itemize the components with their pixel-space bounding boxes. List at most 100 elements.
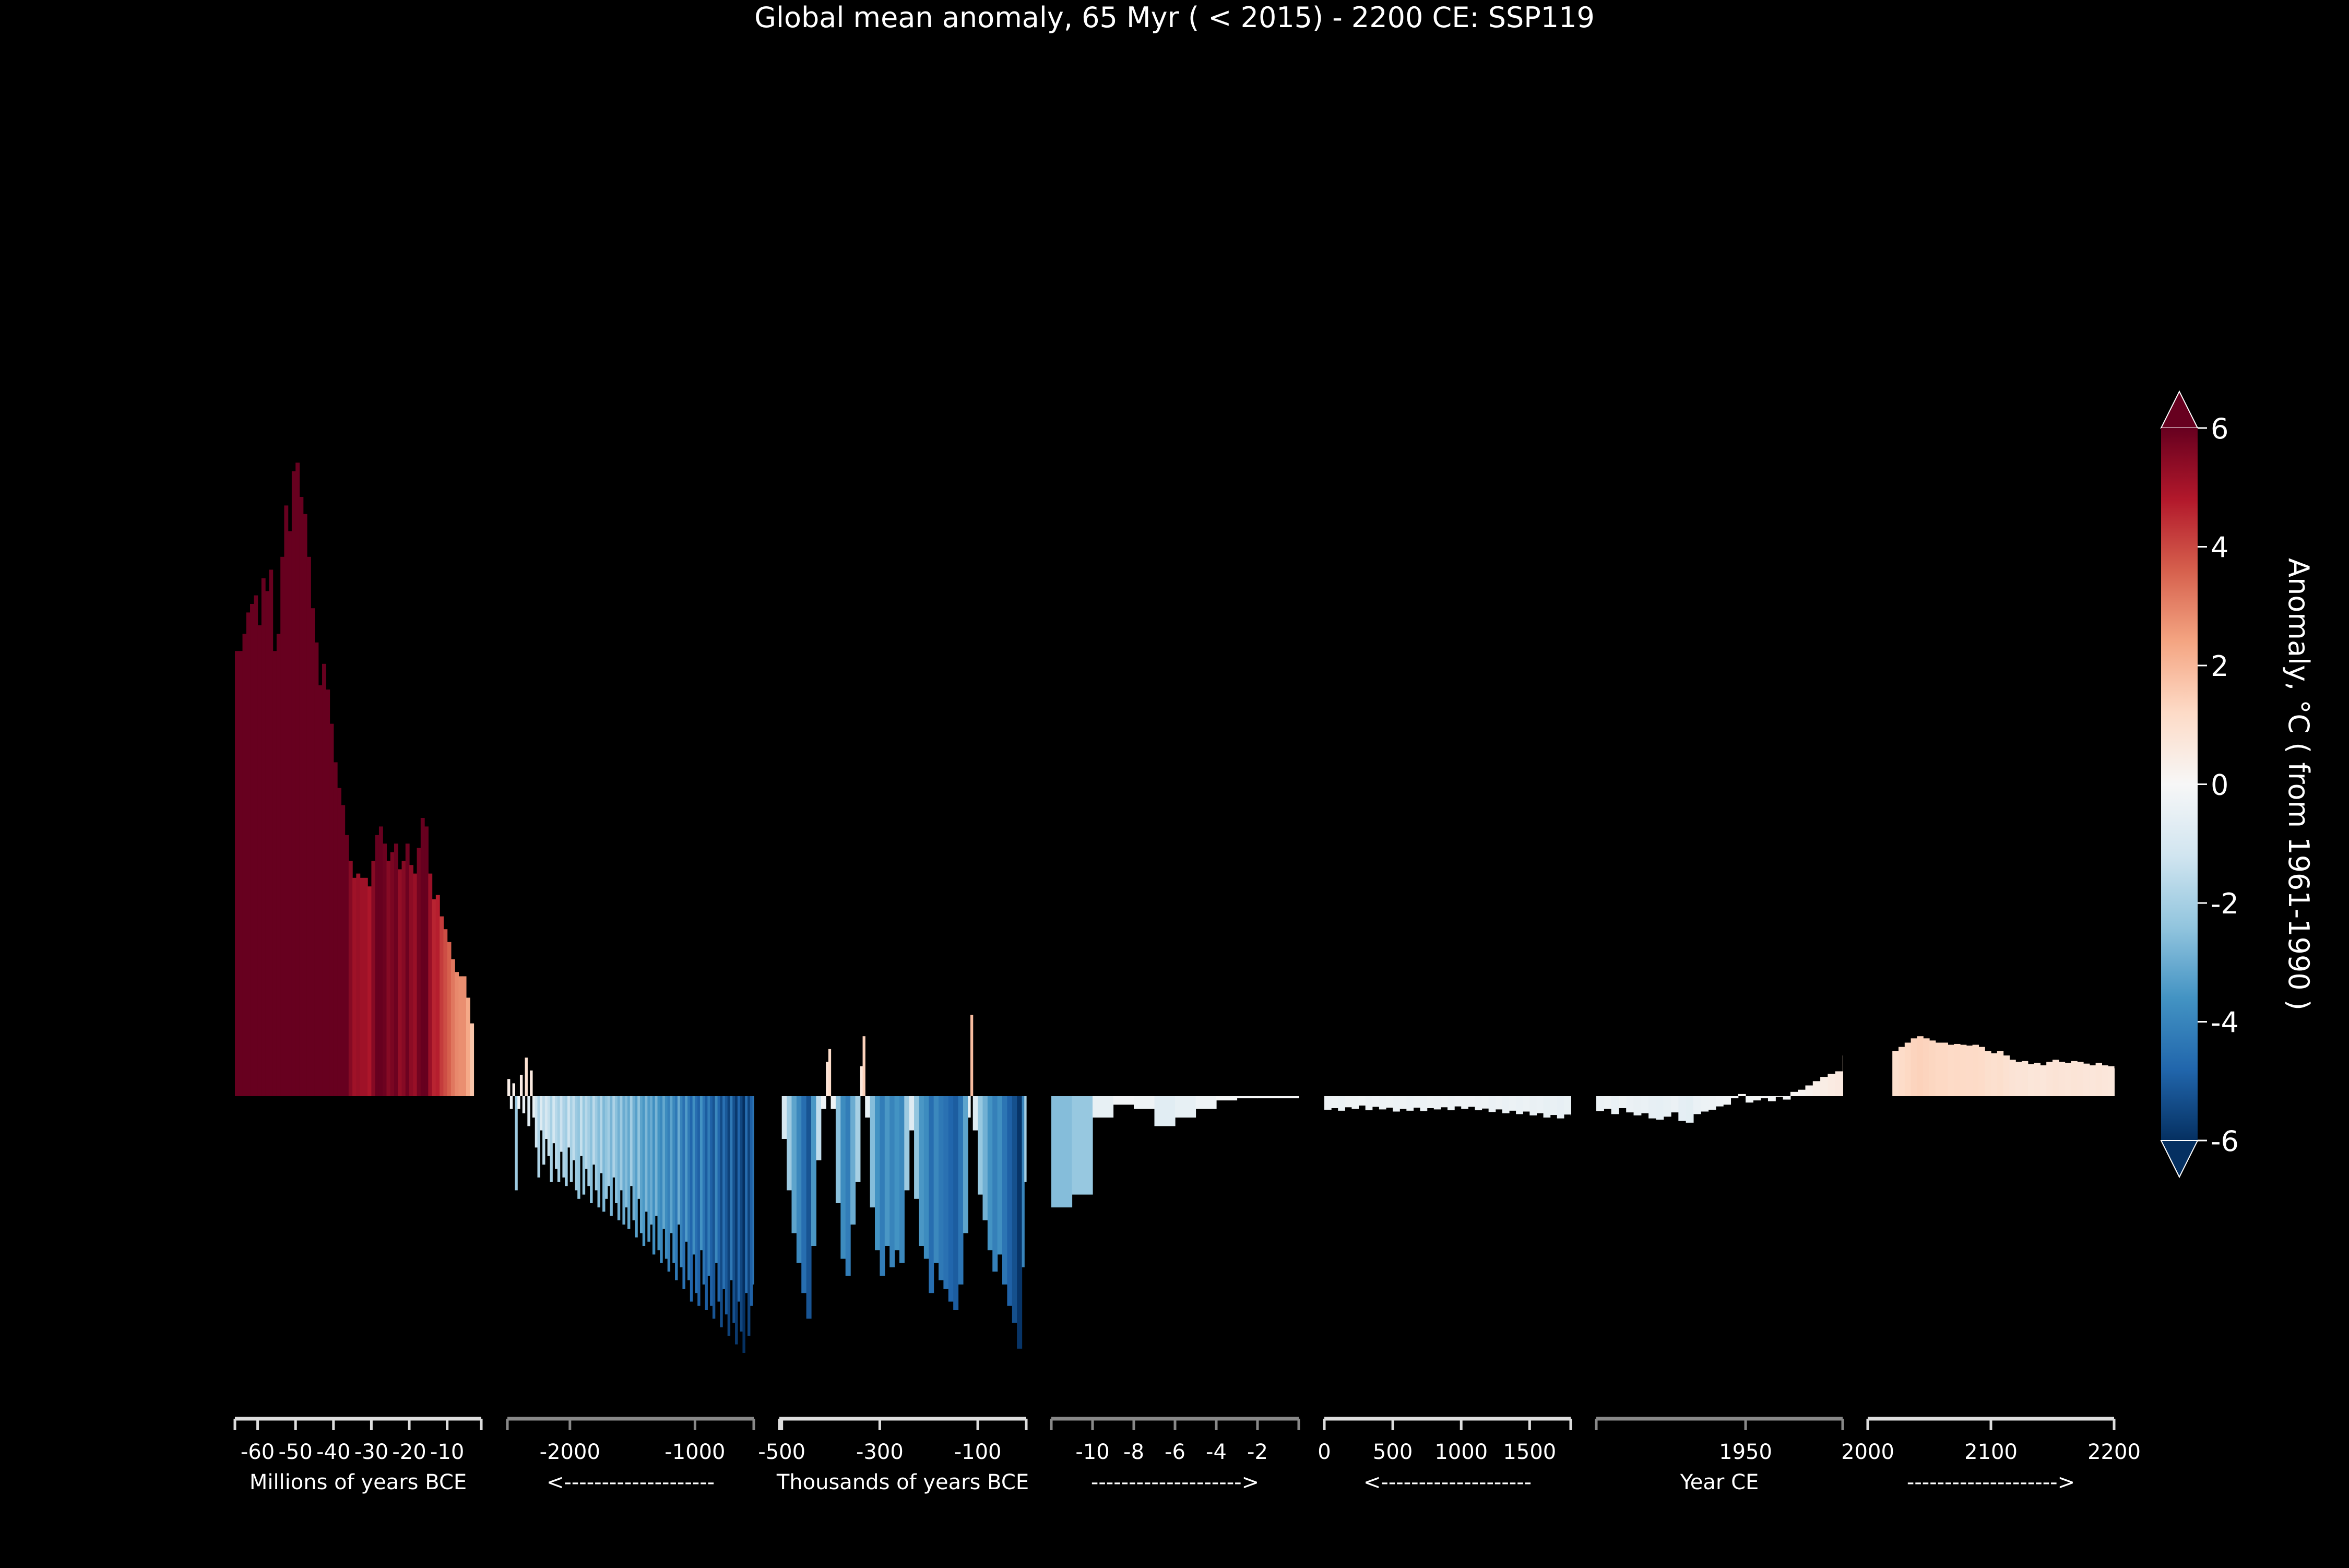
bar bbox=[575, 1096, 578, 1191]
bar bbox=[1917, 1036, 1924, 1096]
bar bbox=[507, 1079, 511, 1096]
bar bbox=[2095, 1063, 2102, 1096]
bar bbox=[1828, 1074, 1836, 1096]
bar bbox=[547, 1096, 551, 1156]
bar bbox=[725, 1096, 728, 1315]
bar bbox=[875, 1096, 880, 1251]
bar bbox=[409, 865, 413, 1096]
bar bbox=[604, 1096, 608, 1199]
bar bbox=[1475, 1096, 1482, 1111]
bar bbox=[710, 1096, 713, 1306]
colorbar-tick-label: 2 bbox=[2211, 650, 2228, 683]
bar bbox=[1775, 1096, 1784, 1097]
x-tick-label: -2000 bbox=[540, 1440, 600, 1464]
panel-4: -10 -8 -6 -4 -2 --------------------> bbox=[1050, 1096, 1300, 1494]
bar bbox=[565, 1096, 568, 1186]
bar bbox=[1633, 1096, 1642, 1115]
bar bbox=[695, 1096, 698, 1293]
bar bbox=[690, 1096, 693, 1302]
bar bbox=[1278, 1096, 1299, 1099]
x-tick-label: -20 bbox=[392, 1440, 426, 1464]
bar bbox=[914, 1096, 920, 1199]
panel-7: 2000 2100 2200 --------------------> bbox=[1841, 1036, 2141, 1494]
bar bbox=[390, 852, 395, 1096]
x-tick-label: -1000 bbox=[665, 1440, 725, 1464]
bar bbox=[527, 1096, 530, 1126]
bar bbox=[535, 1096, 538, 1148]
bar bbox=[667, 1096, 671, 1272]
bar bbox=[899, 1096, 905, 1263]
bar bbox=[1454, 1096, 1462, 1107]
colorbar-tick-label: 4 bbox=[2211, 531, 2228, 564]
bar bbox=[288, 531, 292, 1096]
bar bbox=[720, 1096, 723, 1327]
bar bbox=[1372, 1096, 1380, 1107]
bar bbox=[1626, 1096, 1634, 1113]
bar bbox=[752, 1096, 754, 1285]
bar bbox=[2102, 1065, 2108, 1096]
bar bbox=[705, 1096, 708, 1310]
bar bbox=[637, 1096, 640, 1199]
bar bbox=[791, 1096, 797, 1233]
bar bbox=[1929, 1040, 1936, 1096]
bar bbox=[1678, 1096, 1687, 1121]
bar bbox=[371, 861, 376, 1096]
bar bbox=[2071, 1061, 2078, 1096]
bar bbox=[1805, 1085, 1813, 1096]
panel-label: <-------------------- bbox=[547, 1470, 715, 1494]
bar bbox=[329, 723, 334, 1096]
bar bbox=[450, 959, 455, 1096]
bar bbox=[826, 1062, 829, 1096]
bar bbox=[341, 805, 346, 1096]
bar bbox=[509, 1096, 513, 1109]
x-tick-label: -6 bbox=[1165, 1440, 1185, 1464]
bar bbox=[1195, 1096, 1217, 1109]
bar bbox=[953, 1096, 959, 1310]
bar bbox=[617, 1096, 621, 1220]
bar bbox=[1529, 1096, 1537, 1115]
colorbar-label: Anomaly, °C ( from 1961-1990 ) bbox=[2282, 558, 2315, 1011]
bar bbox=[828, 1049, 832, 1096]
bar bbox=[1985, 1051, 1991, 1096]
bar bbox=[1723, 1096, 1731, 1105]
bar bbox=[348, 861, 353, 1096]
bar bbox=[378, 826, 383, 1096]
panel-2: -2000 -1000 <-------------------- bbox=[506, 1058, 755, 1494]
bar bbox=[943, 1096, 949, 1289]
bar bbox=[242, 634, 247, 1096]
x-tick-label: -2 bbox=[1247, 1440, 1268, 1464]
bar bbox=[665, 1096, 668, 1259]
colorbar-tick-label: 6 bbox=[2211, 412, 2228, 445]
bar bbox=[1536, 1096, 1544, 1113]
bar bbox=[552, 1096, 555, 1144]
x-tick-label: -40 bbox=[316, 1440, 350, 1464]
bar bbox=[647, 1096, 650, 1242]
bar bbox=[884, 1096, 890, 1246]
x-tick-label: 1000 bbox=[1434, 1440, 1488, 1464]
bar bbox=[420, 818, 425, 1096]
bar bbox=[862, 1036, 865, 1096]
bar bbox=[1017, 1096, 1023, 1349]
bar bbox=[592, 1096, 596, 1165]
bar bbox=[550, 1096, 553, 1182]
bar bbox=[2022, 1061, 2028, 1096]
bar bbox=[590, 1096, 593, 1203]
x-tick-label: 2100 bbox=[1964, 1440, 2018, 1464]
bar bbox=[352, 877, 357, 1096]
bar bbox=[2046, 1062, 2053, 1096]
bar bbox=[939, 1096, 944, 1280]
bar bbox=[562, 1096, 565, 1178]
bar bbox=[318, 685, 323, 1096]
x-tick-label: -30 bbox=[354, 1440, 388, 1464]
bar bbox=[1760, 1096, 1769, 1099]
bar bbox=[1134, 1096, 1155, 1109]
bar bbox=[587, 1096, 590, 1186]
bar bbox=[455, 972, 459, 1096]
bar bbox=[821, 1096, 826, 1109]
bar bbox=[356, 873, 361, 1096]
panel-1: -60 -50 -40 -30 -20 -10 Millions of years BCE bbox=[233, 462, 483, 1494]
bar bbox=[850, 1096, 856, 1225]
bar bbox=[557, 1096, 561, 1182]
bar bbox=[675, 1096, 678, 1280]
